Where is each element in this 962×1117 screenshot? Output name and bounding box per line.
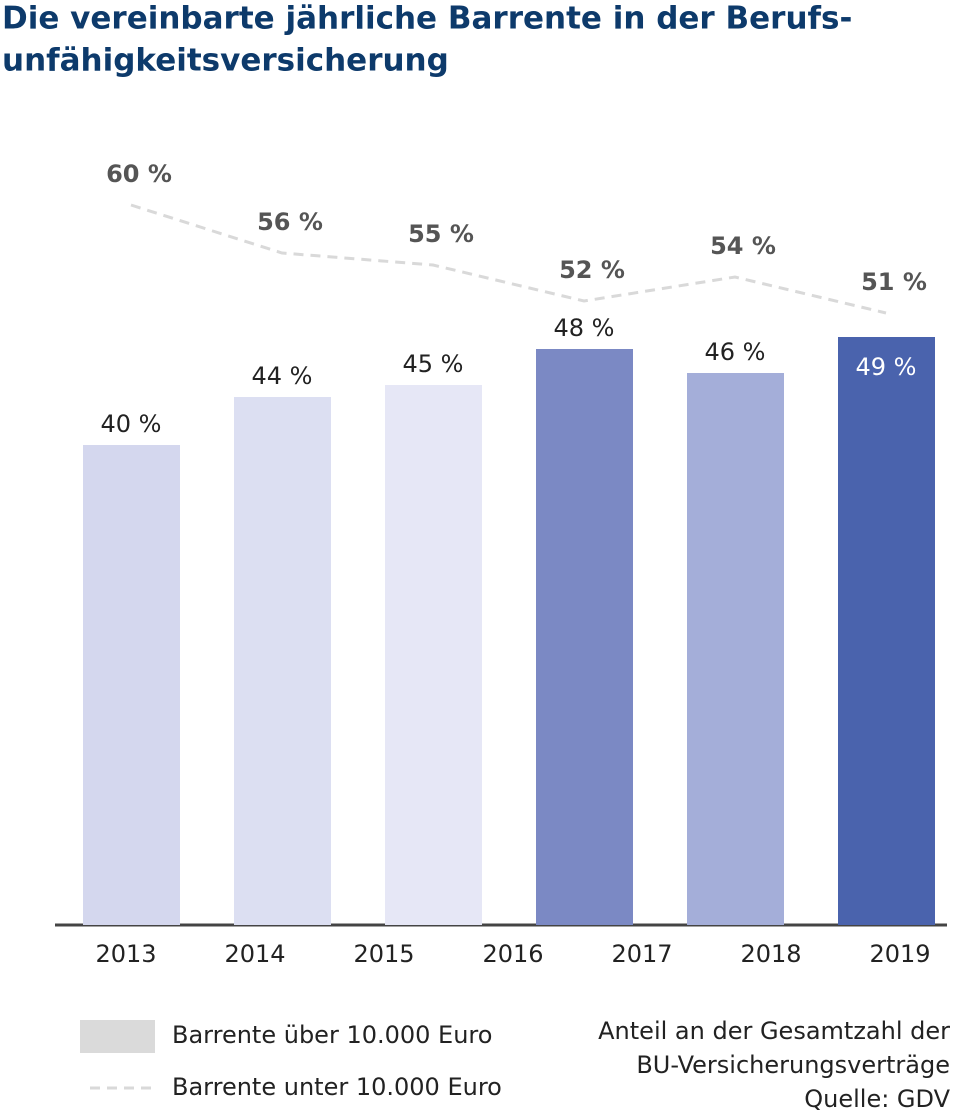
x-tick-label: 2014 [224, 940, 285, 968]
legend-label: Barrente über 10.000 Euro [172, 1021, 492, 1049]
data-label: 49 % [856, 353, 917, 381]
bar [838, 337, 935, 925]
chart-title: unfähigkeitsversicherung [2, 43, 449, 79]
data-label: 46 % [705, 338, 766, 366]
bar [687, 373, 784, 925]
bar [234, 397, 331, 925]
x-tick-label: 2018 [740, 940, 801, 968]
note: BU-Versicherungsverträge [636, 1051, 950, 1079]
x-tick-label: 2013 [95, 940, 156, 968]
legend-swatch [80, 1020, 155, 1053]
note: Quelle: GDV [804, 1085, 950, 1113]
data-label: 44 % [252, 362, 313, 390]
legend-label: Barrente unter 10.000 Euro [172, 1073, 502, 1101]
note: Anteil an der Gesamtzahl der [598, 1017, 950, 1045]
data-label: 60 % [106, 160, 172, 188]
data-label: 40 % [101, 410, 162, 438]
x-tick-label: 2015 [353, 940, 414, 968]
x-tick-label: 2017 [611, 940, 672, 968]
data-label: 54 % [710, 232, 776, 260]
bar [385, 385, 482, 925]
data-label: 51 % [861, 268, 927, 296]
bar [536, 349, 633, 925]
data-label: 52 % [559, 256, 625, 284]
x-tick-label: 2019 [869, 940, 930, 968]
data-label: 55 % [408, 220, 474, 248]
x-tick-label: 2016 [482, 940, 543, 968]
data-label: 45 % [403, 350, 464, 378]
bar [83, 445, 180, 925]
chart-title: Die vereinbarte jährliche Barrente in de… [2, 1, 852, 37]
data-label: 48 % [554, 314, 615, 342]
data-label: 56 % [257, 208, 323, 236]
